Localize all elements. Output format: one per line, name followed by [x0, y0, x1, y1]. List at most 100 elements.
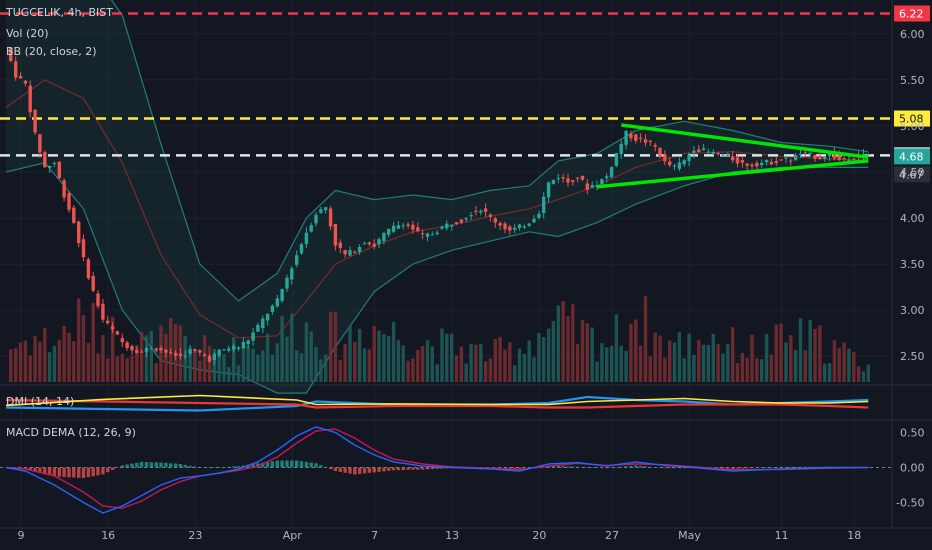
macd-histogram-bar	[33, 467, 37, 472]
macd-histogram-bar	[663, 467, 667, 469]
candle-body	[9, 47, 13, 61]
macd-histogram-bar	[299, 461, 304, 468]
candle-body	[246, 340, 250, 345]
volume-bar	[309, 331, 313, 382]
volume-bar	[537, 333, 541, 382]
candle-body	[798, 153, 803, 155]
macd-legend[interactable]: MACD DEMA (12, 26, 9)	[6, 426, 136, 439]
candle-body	[261, 318, 265, 329]
macd-histogram-bar	[401, 467, 405, 471]
volume-bar	[479, 343, 483, 382]
volume-bar	[28, 355, 32, 382]
volume-bar	[324, 354, 328, 382]
volume-bar	[198, 361, 202, 382]
volume-bar	[430, 346, 434, 382]
candle-body	[135, 350, 139, 353]
volume-bar	[527, 340, 531, 382]
candle-body	[668, 161, 672, 165]
candle-body	[96, 293, 100, 307]
volume-bar	[275, 343, 279, 382]
volume-bar	[96, 353, 100, 382]
macd-histogram-bar	[319, 465, 323, 468]
volume-bar	[658, 335, 662, 382]
candle-body	[479, 210, 483, 213]
price-tick-label: 3.50	[900, 258, 925, 271]
candle-body	[813, 154, 817, 159]
volume-bar	[798, 318, 803, 382]
candle-body	[265, 313, 270, 321]
price-tick-label: 2.50	[900, 350, 925, 363]
macd-histogram-bar	[668, 467, 672, 469]
macd-histogram-bar	[779, 466, 783, 468]
macd-histogram-bar	[503, 467, 507, 469]
candle-body	[372, 243, 376, 247]
candle-body	[57, 161, 61, 178]
macd-histogram-bar	[764, 467, 769, 468]
candle-body	[760, 162, 764, 165]
candle-body	[847, 159, 851, 161]
candle-body	[648, 140, 652, 142]
volume-bar	[57, 339, 61, 382]
candle-body	[779, 159, 783, 161]
volume-bar	[193, 348, 197, 382]
candle-body	[726, 154, 730, 157]
volume-bar	[764, 334, 769, 382]
volume-bar	[314, 347, 318, 382]
volume-bar	[401, 345, 405, 382]
volume-bar	[566, 316, 570, 382]
time-tick-label: 20	[532, 529, 546, 542]
volume-bar	[769, 354, 774, 382]
volume-bar	[372, 326, 376, 382]
volume-bar	[23, 340, 28, 382]
symbol-legend[interactable]: TUGCELIK, 4h, BIST	[5, 6, 113, 19]
volume-bar	[866, 364, 870, 382]
time-tick-label: 7	[371, 529, 378, 542]
macd-histogram-bar	[769, 467, 774, 468]
volume-bar	[387, 336, 391, 382]
candle-body	[450, 224, 454, 227]
candle-body	[270, 305, 275, 312]
macd-histogram-bar	[67, 467, 71, 478]
volume-bar	[416, 350, 420, 382]
macd-histogram-bar	[740, 467, 745, 469]
candle-body	[212, 354, 216, 360]
macd-histogram-bar	[813, 466, 817, 468]
candle-body	[222, 349, 226, 351]
dmi-legend[interactable]: DMI (14, 14)	[6, 395, 74, 408]
bb-legend[interactable]: BB (20, close, 2)	[6, 45, 97, 58]
macd-histogram-bar	[774, 467, 778, 468]
macd-histogram-bar	[227, 466, 231, 468]
volume-bar	[280, 315, 284, 382]
candle-body	[67, 193, 71, 210]
vol-legend[interactable]: Vol (20)	[6, 27, 49, 40]
macd-histogram-bar	[416, 467, 420, 470]
volume-bar	[508, 342, 512, 382]
macd-histogram-bar	[677, 467, 682, 469]
volume-bar	[285, 336, 289, 382]
macd-histogram-bar	[435, 467, 439, 469]
volume-bar	[813, 329, 817, 382]
macd-histogram-bar	[183, 464, 187, 468]
macd-histogram-bar	[154, 462, 158, 468]
candle-body	[575, 177, 580, 179]
candle-body	[561, 177, 565, 179]
volume-bar	[648, 356, 652, 382]
volume-bar	[634, 319, 638, 382]
macd-histogram-bar	[343, 467, 347, 473]
volume-bar	[222, 354, 226, 382]
macd-histogram-bar	[217, 467, 221, 468]
volume-bar	[130, 355, 134, 382]
candle-body	[517, 224, 522, 228]
macd-histogram-bar	[585, 467, 589, 468]
macd-histogram-bar	[207, 467, 212, 468]
time-tick-label: May	[678, 529, 701, 542]
candle-body	[624, 130, 628, 145]
candle-body	[130, 346, 134, 351]
macd-histogram-bar	[643, 466, 648, 468]
macd-histogram-bar	[784, 466, 788, 468]
macd-histogram-bar	[338, 467, 342, 472]
candle-body	[202, 354, 207, 356]
candle-body	[396, 225, 401, 229]
volume-bar	[701, 344, 706, 382]
